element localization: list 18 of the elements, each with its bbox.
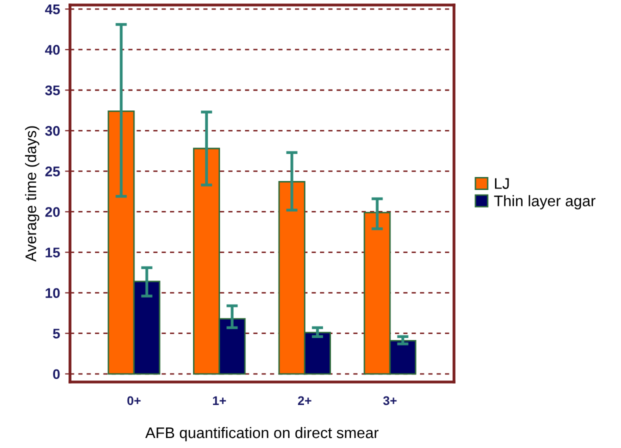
y-tick-label: 10: [46, 288, 60, 298]
y-tick-label: 40: [45, 44, 60, 55]
y-tick-label: 0: [53, 369, 60, 380]
y-tick-label: 30: [45, 126, 60, 136]
x-tick-label: 3+: [383, 396, 397, 406]
legend-label: LJ: [495, 178, 509, 189]
y-tick-label: 20: [45, 207, 60, 217]
y-tick-label: 5: [52, 328, 60, 339]
x-tick-label: 1+: [212, 396, 226, 405]
x-axis-title: AFB quantification on direct smear: [145, 426, 379, 442]
y-tick-label: 15: [46, 248, 60, 258]
x-tick-label: 0+: [127, 396, 141, 406]
y-tick-label: 25: [45, 166, 60, 176]
x-tick-label: 2+: [298, 396, 312, 405]
y-tick-label: 35: [45, 85, 60, 96]
legend-label: Thin layer agar: [494, 195, 596, 210]
y-tick-label: 45: [45, 4, 60, 14]
y-axis-title: Average time (days): [25, 126, 40, 262]
